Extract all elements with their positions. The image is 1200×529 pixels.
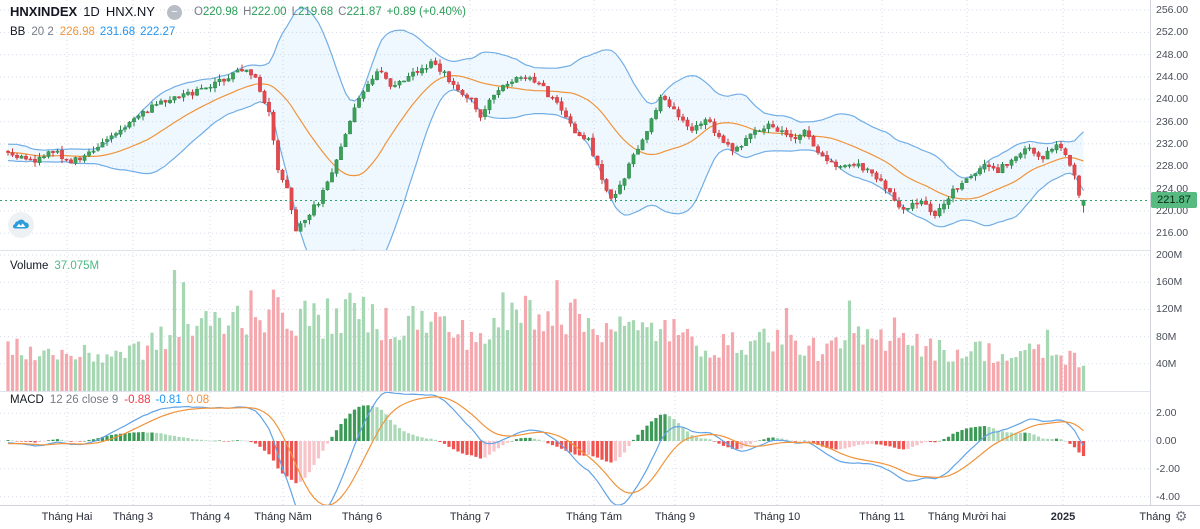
price-axis-tick[interactable]: 216.00 [1156,227,1189,240]
low-key: L [291,6,298,18]
high-value: 222.00 [251,6,287,18]
volume-axis-tick[interactable]: 160M [1156,276,1183,289]
price-axis-tick[interactable]: 236.00 [1156,115,1189,128]
macd-axis-tick[interactable]: -4.00 [1156,490,1180,503]
bb-fill-area [8,7,1084,250]
collapse-legend-button[interactable]: − [166,4,182,20]
close-value: 221.87 [346,6,382,18]
time-axis-month-label[interactable]: Tháng 11 [859,511,905,523]
bb-params: 20 2 [31,26,54,38]
volume-name[interactable]: Volume [10,260,49,272]
price-axis-tick[interactable]: 256.00 [1156,4,1189,16]
volume-axis-tick[interactable]: 200M [1156,249,1183,261]
macd-params: 12 26 close 9 [49,394,119,406]
macd-signal-line [7,396,1084,505]
ohlc-values: O220.98 H222.00 L219.68 C221.87 +0.89 (+… [194,4,466,20]
low-value: 219.68 [297,6,334,18]
volume-value: 37.075M [54,260,100,272]
bb-basis-line [7,74,1084,200]
open-key: O [193,6,203,18]
symbol-legend[interactable]: HNXINDEX 1D HNX.NY − O220.98 H222.00 L21… [10,4,466,20]
open-value: 220.98 [202,6,239,18]
broker-logo-icon [8,212,34,238]
macd-line-value: -0.81 [155,394,182,406]
volume-axis-tick[interactable]: 40M [1156,357,1177,370]
price-axis-tick[interactable]: 244.00 [1156,70,1189,83]
macd-hist-value: -0.88 [124,394,151,406]
macd-signal-value: 0.08 [186,394,210,406]
last-price-axis-badge: 221.87 [1151,192,1197,209]
change-value: +0.89 (+0.40%) [386,6,466,18]
macd-indicator-legend[interactable]: MACD 12 26 close 9 -0.88 -0.81 0.08 [10,392,209,408]
price-panel[interactable] [6,7,1086,273]
macd-panel[interactable] [6,392,1086,523]
time-axis-month-label[interactable]: Tháng 7 [449,511,491,523]
time-axis-month-label[interactable]: Tháng 4 [189,511,231,523]
exchange-label[interactable]: HNX.NY [105,4,155,19]
macd-line [7,392,1085,505]
time-axis-month-label[interactable]: Tháng 9 [654,511,696,523]
price-axis-tick[interactable]: 232.00 [1156,137,1189,150]
interval-label[interactable]: 1D [83,4,100,19]
macd-axis-tick[interactable]: 2.00 [1156,407,1177,420]
time-axis-month-label[interactable]: Tháng Năm [254,511,312,523]
time-axis-month-label[interactable]: Tháng [1139,511,1171,523]
time-axis-month-label[interactable]: Tháng 3 [112,511,154,523]
bb-basis-value: 226.98 [59,26,95,38]
bb-upper-value: 231.68 [99,26,136,38]
volume-panel[interactable] [6,269,1086,391]
high-key: H [243,6,252,18]
time-axis-month-label[interactable]: 2025 [1050,511,1076,523]
volume-axis-tick[interactable]: 120M [1156,303,1183,316]
price-axis-tick[interactable]: 224.00 [1156,182,1189,195]
symbol-name[interactable]: HNXINDEX [10,4,78,19]
time-axis-month-label[interactable]: Tháng Mười hai [927,511,1007,523]
time-axis-month-label[interactable]: Tháng 10 [753,511,801,523]
timezone-settings-gear-icon[interactable]: ⚙ [1174,507,1188,524]
bb-indicator-legend[interactable]: BB 20 2 226.98 231.68 222.27 [10,24,175,40]
time-axis-month-label[interactable]: Tháng Hai [41,511,93,523]
macd-axis-tick[interactable]: 0.00 [1156,435,1177,447]
candles [6,57,1086,232]
bb-name[interactable]: BB [10,26,26,38]
bb-upper-band-line [7,7,1084,179]
volume-axis-tick[interactable]: 80M [1156,330,1177,343]
macd-name[interactable]: MACD [10,394,44,406]
time-axis-month-label[interactable]: Tháng Tám [565,511,623,523]
bb-lower-value: 222.27 [140,26,176,38]
price-axis-tick[interactable]: 248.00 [1156,48,1189,61]
time-axis-month-label[interactable]: Tháng 6 [341,511,383,523]
volume-indicator-legend[interactable]: Volume 37.075M [10,258,99,274]
price-axis-tick[interactable]: 228.00 [1156,160,1189,173]
price-axis-tick[interactable]: 240.00 [1156,93,1189,106]
macd-axis-tick[interactable]: -2.00 [1156,462,1180,475]
close-key: C [338,6,347,18]
price-axis-tick[interactable]: 252.00 [1156,26,1189,39]
